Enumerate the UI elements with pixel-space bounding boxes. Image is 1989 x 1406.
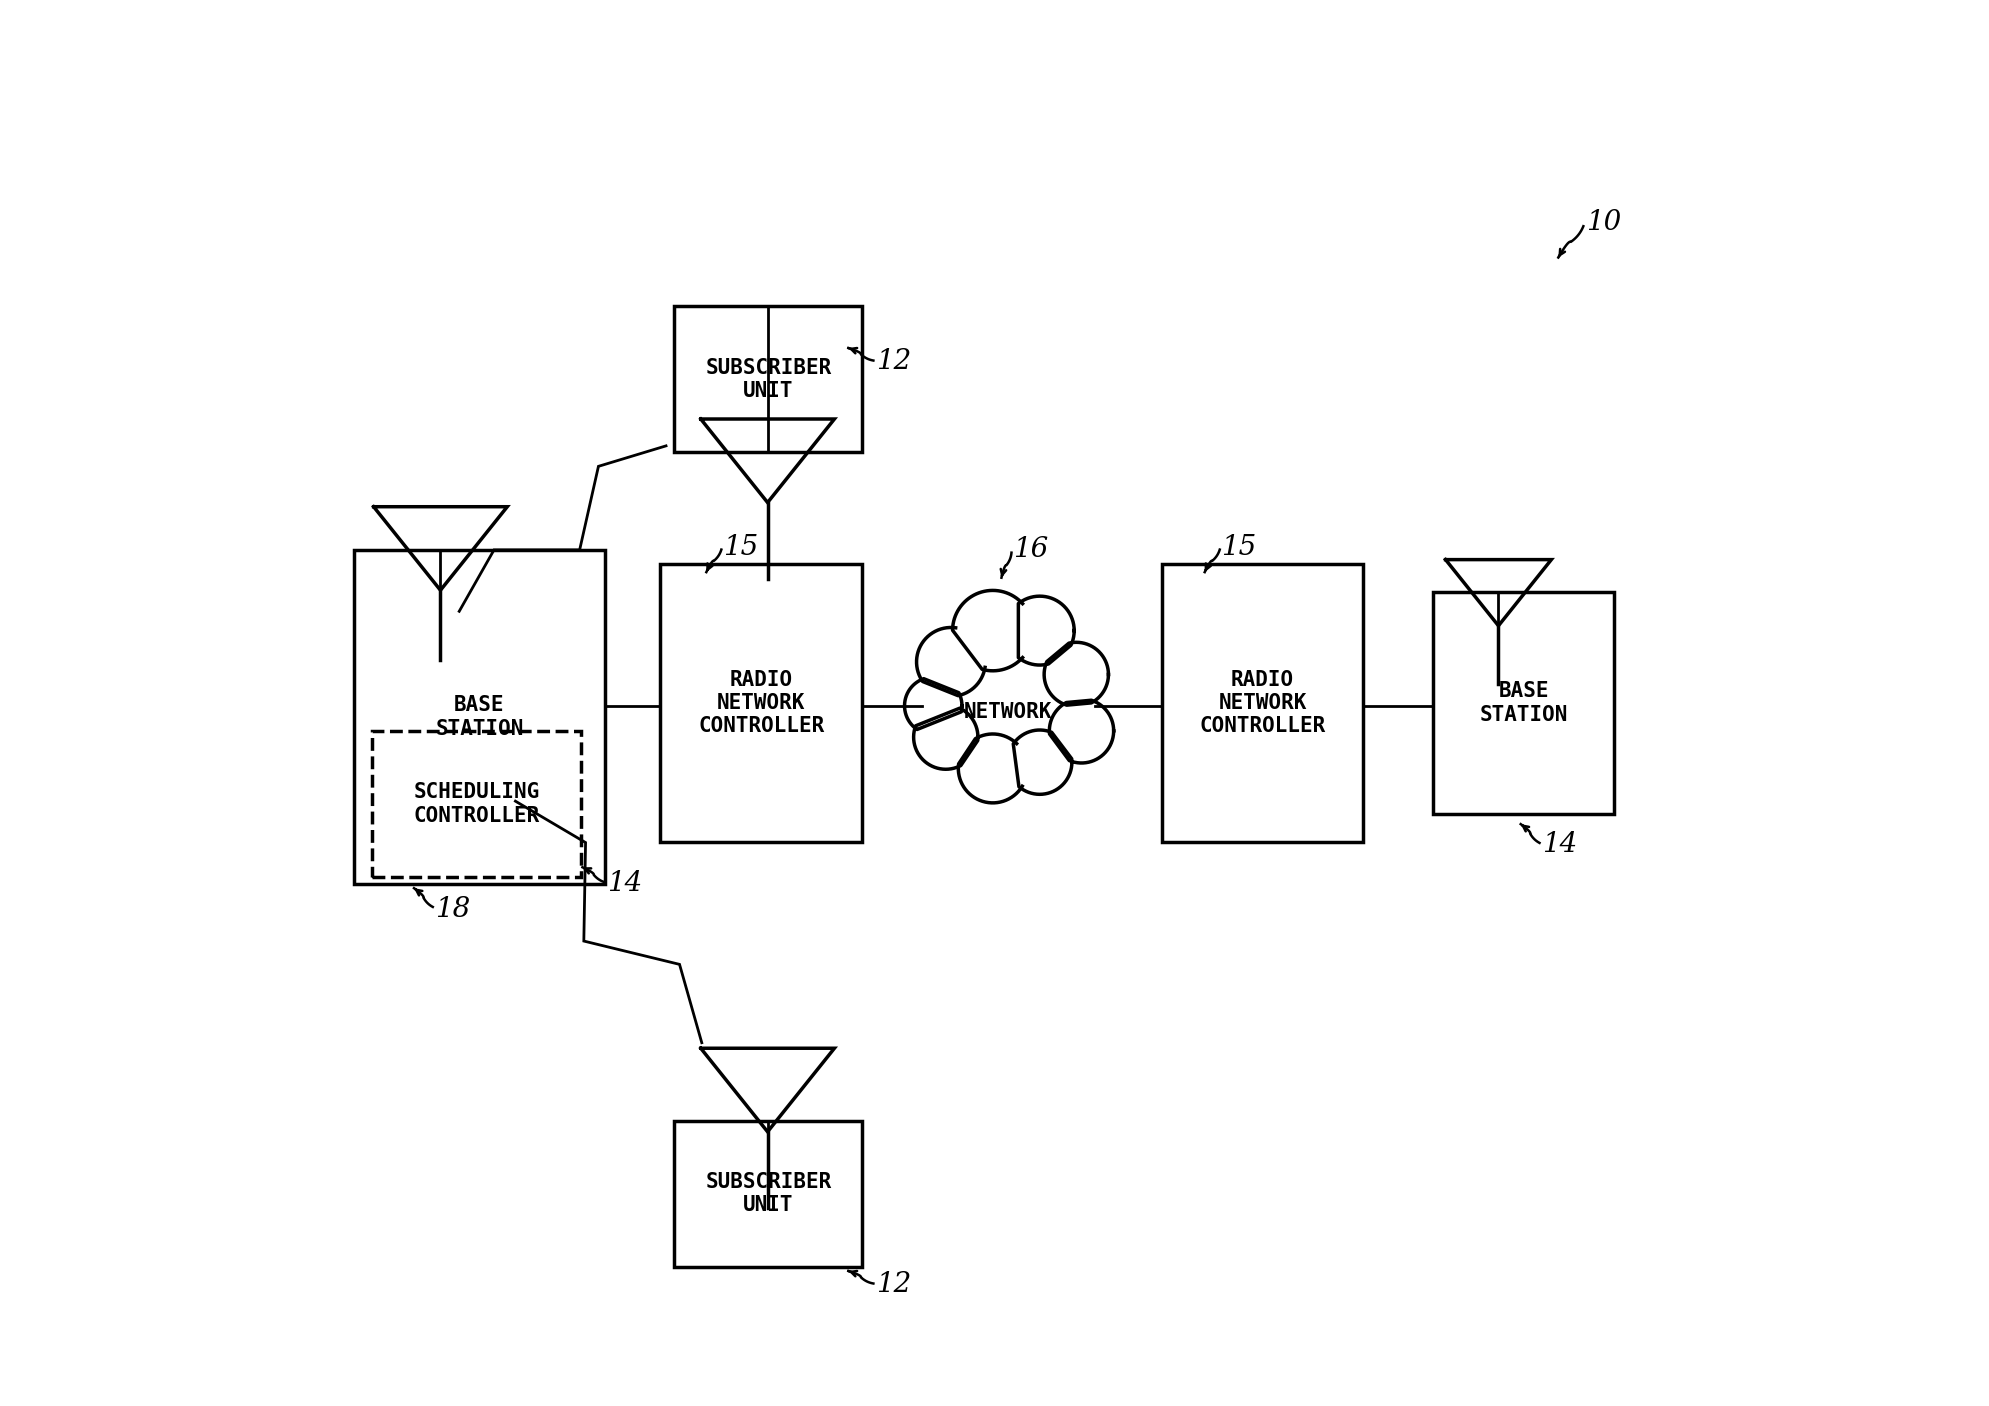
Text: 14: 14 [607,870,642,897]
Bar [674,1121,863,1267]
Text: SUBSCRIBER
UNIT: SUBSCRIBER UNIT [706,1173,831,1215]
Bar [372,731,581,877]
Text: 10: 10 [1585,209,1621,236]
Bar [674,307,863,453]
Text: SCHEDULING
CONTROLLER: SCHEDULING CONTROLLER [414,782,539,825]
Text: 12: 12 [877,1271,911,1298]
Text: BASE
STATION: BASE STATION [1480,682,1567,724]
Bar [354,550,605,884]
Text: SUBSCRIBER
UNIT: SUBSCRIBER UNIT [706,357,831,401]
Text: BASE
STATION: BASE STATION [436,696,523,738]
Text: RADIO
NETWORK
CONTROLLER: RADIO NETWORK CONTROLLER [698,669,825,737]
Text: 16: 16 [1012,536,1048,564]
Text: RADIO
NETWORK
CONTROLLER: RADIO NETWORK CONTROLLER [1199,669,1325,737]
Text: 18: 18 [436,896,469,922]
Text: 15: 15 [1221,534,1257,561]
Text: NETWORK: NETWORK [965,702,1052,723]
Bar [1432,592,1613,814]
Bar [1162,564,1362,842]
Text: 12: 12 [877,349,911,375]
Text: 15: 15 [724,534,758,561]
Text: 14: 14 [1541,831,1577,859]
Bar [660,564,863,842]
